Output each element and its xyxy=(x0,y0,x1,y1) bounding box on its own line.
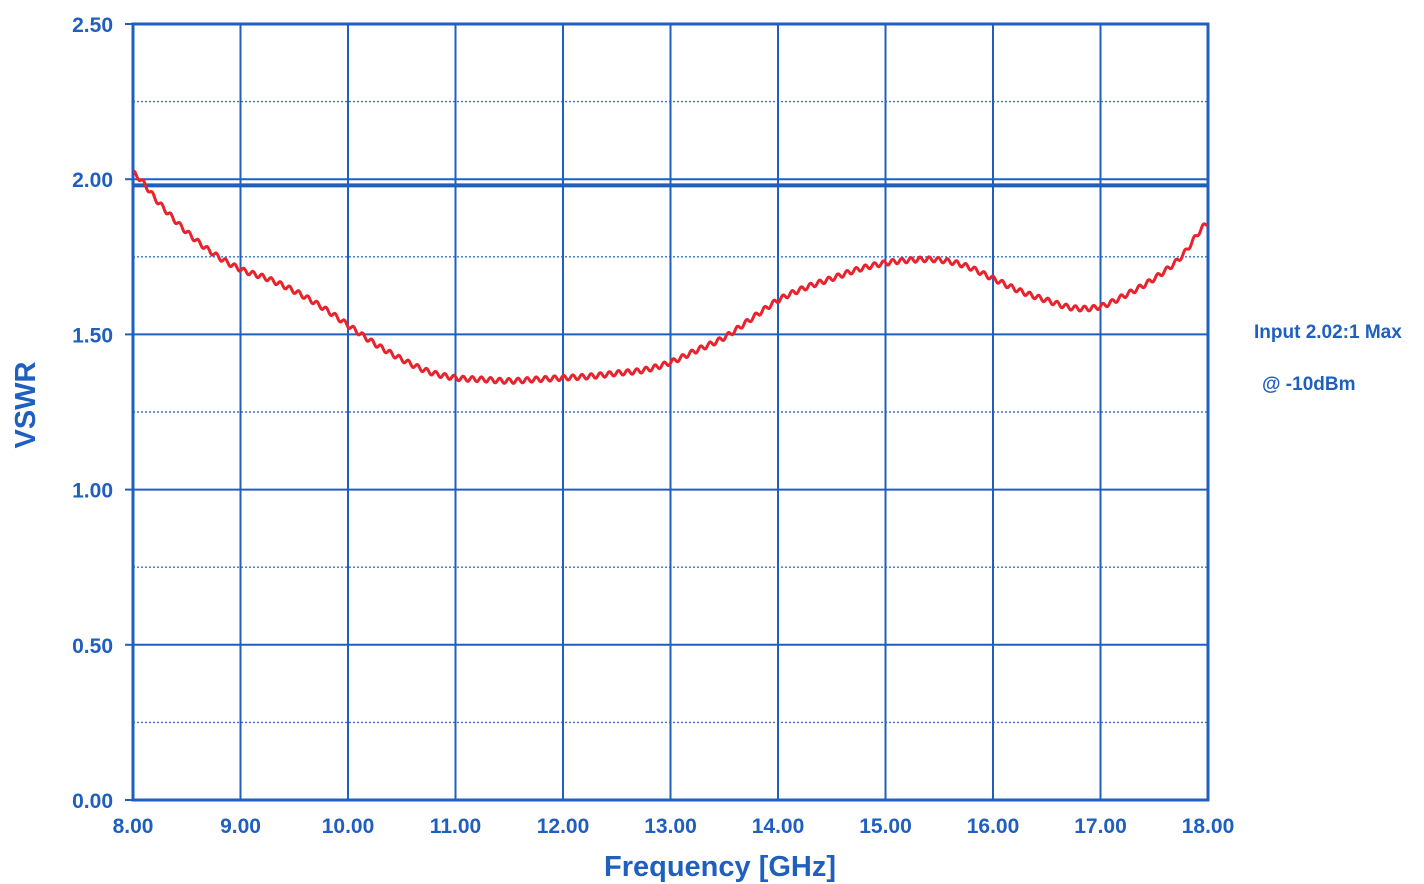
y-tick-label: 0.50 xyxy=(72,635,113,658)
y-tick-labels: 0.00 0.50 1.00 1.50 2.00 2.50 xyxy=(72,14,133,813)
plot-frame xyxy=(131,22,1210,802)
y-tick-label: 0.00 xyxy=(72,790,113,813)
y-axis-title: VSWR xyxy=(10,361,42,448)
y-tick-label: 1.50 xyxy=(72,324,113,347)
x-tick-label: 14.00 xyxy=(752,815,805,838)
x-tick-label: 12.00 xyxy=(537,815,590,838)
x-tick-label: 15.00 xyxy=(859,815,912,838)
y-tick-label: 2.50 xyxy=(72,14,113,37)
vswr-trace xyxy=(132,169,1209,385)
annotation-input-max: Input 2.02:1 Max xyxy=(1254,322,1402,343)
x-tick-labels: 8.00 9.00 10.00 11.00 12.00 13.00 14.00 15.00 16… xyxy=(113,815,1235,838)
x-tick-label: 17.00 xyxy=(1074,815,1127,838)
annotation-input-level: @ -10dBm xyxy=(1262,374,1356,395)
y-tick-label: 1.00 xyxy=(72,480,113,503)
x-tick-label: 13.00 xyxy=(644,815,697,838)
x-tick-label: 18.00 xyxy=(1182,815,1235,838)
x-tick-label: 10.00 xyxy=(322,815,375,838)
x-tick-label: 11.00 xyxy=(430,815,481,838)
x-tick-label: 9.00 xyxy=(220,815,261,838)
y-tick-label: 2.00 xyxy=(72,169,113,192)
x-tick-label: 16.00 xyxy=(967,815,1020,838)
x-tick-label: 8.00 xyxy=(113,815,154,838)
x-axis-title: Frequency [GHz] xyxy=(604,851,836,883)
